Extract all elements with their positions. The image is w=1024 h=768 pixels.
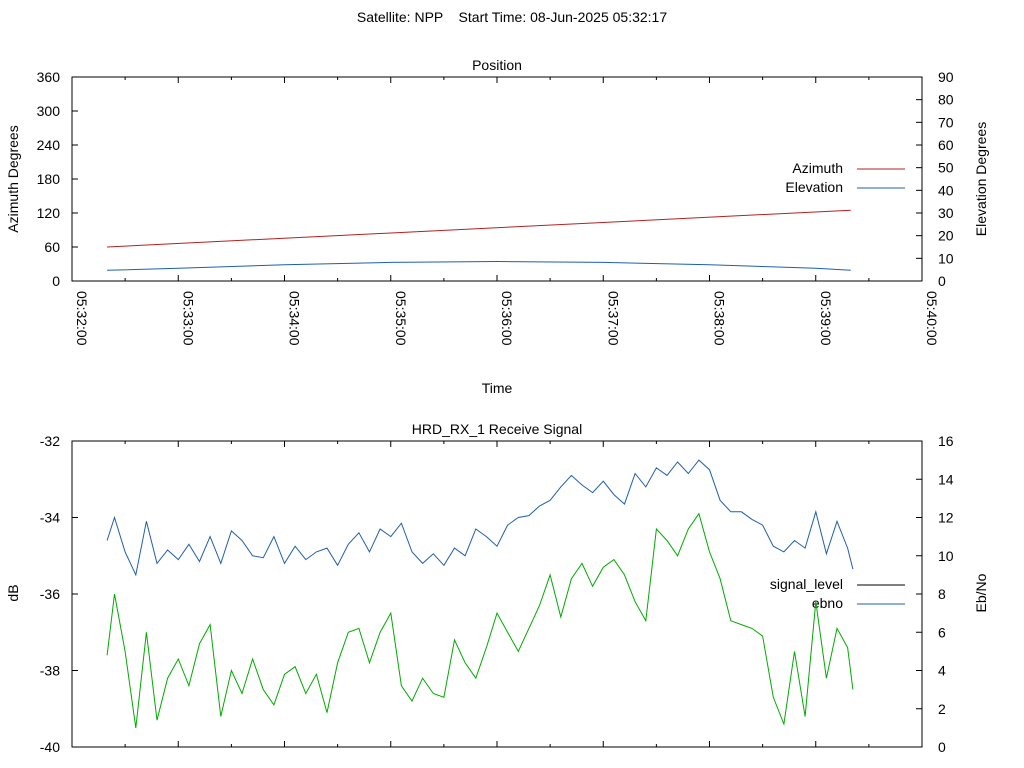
position-y2tick-label: 50 xyxy=(938,160,954,176)
position-y2tick-label: 40 xyxy=(938,182,954,198)
signal-y2tick-label: 10 xyxy=(938,548,954,564)
position-chart: Position Azimuth Degrees Elevation Degre… xyxy=(5,57,989,396)
position-xtick-label: 05:35:00 xyxy=(393,291,409,346)
position-y2label: Elevation Degrees xyxy=(973,122,989,236)
legend-azimuth-label: Azimuth xyxy=(792,160,843,176)
signal-ylabel: dB xyxy=(5,584,21,601)
position-ylabel: Azimuth Degrees xyxy=(5,125,21,232)
signal-y2tick-label: 6 xyxy=(938,624,946,640)
legend-elevation-label: Elevation xyxy=(785,179,843,195)
position-y2tick-label: 20 xyxy=(938,228,954,244)
position-elevation-line xyxy=(107,260,851,271)
signal-plot-frame xyxy=(71,440,923,748)
signal-ytick-label: -40 xyxy=(40,739,60,755)
position-y2tick-label: 70 xyxy=(938,114,954,130)
signal-ytick-label: -36 xyxy=(40,586,60,602)
position-ytick-label: 180 xyxy=(37,171,61,187)
signal-y2tick-label: 14 xyxy=(938,471,954,487)
signal-y2tick-label: 0 xyxy=(938,739,946,755)
position-ytick-label: 60 xyxy=(44,239,60,255)
position-ytick-label: 120 xyxy=(37,205,61,221)
signal-y2tick-label: 16 xyxy=(938,433,954,449)
position-y2tick-label: 80 xyxy=(938,92,954,108)
signal-y2tick-label: 4 xyxy=(938,663,946,679)
signal-y2tick-label: 12 xyxy=(938,510,954,526)
signal-series-2-line xyxy=(106,512,854,728)
signal-y2tick-label: 2 xyxy=(938,701,946,717)
position-xtick-label: 05:32:00 xyxy=(74,291,90,346)
position-xtick-label: 05:39:00 xyxy=(818,291,834,346)
position-ytick-label: 300 xyxy=(37,103,61,119)
position-ytick-label: 240 xyxy=(37,137,61,153)
position-y2tick-label: 10 xyxy=(938,250,954,266)
position-y2tick-label: 30 xyxy=(938,205,954,221)
position-ytick-label: 360 xyxy=(37,69,61,85)
position-xtick-label: 05:38:00 xyxy=(712,291,728,346)
signal-y2tick-label: 8 xyxy=(938,586,946,602)
figure-header: Satellite: NPP Start Time: 08-Jun-2025 0… xyxy=(357,9,667,25)
position-ytick-label: 0 xyxy=(52,273,60,289)
position-y2tick-label: 0 xyxy=(938,273,946,289)
position-y2tick-label: 90 xyxy=(938,69,954,85)
position-xtick-label: 05:40:00 xyxy=(924,291,940,346)
position-xtick-label: 05:36:00 xyxy=(499,291,515,346)
signal-y2label: Eb/No xyxy=(973,573,989,612)
signal-title: HRD_RX_1 Receive Signal xyxy=(412,421,582,437)
position-y2tick-label: 60 xyxy=(938,137,954,153)
position-azimuth-line xyxy=(107,209,851,248)
signal-ytick-label: -38 xyxy=(40,663,60,679)
legend-ebno-label: ebno xyxy=(812,595,843,611)
position-xtick-label: 05:33:00 xyxy=(180,291,196,346)
receive-signal-chart: HRD_RX_1 Receive Signal dB Eb/No signal_… xyxy=(5,421,989,755)
position-xtick-label: 05:34:00 xyxy=(287,291,303,346)
signal-ytick-label: -34 xyxy=(40,510,60,526)
signal-ytick-label: -32 xyxy=(40,433,60,449)
legend-signal-level-label: signal_level xyxy=(770,576,843,592)
signal-ebno-line xyxy=(106,459,854,577)
position-title: Position xyxy=(472,57,522,73)
position-xlabel: Time xyxy=(482,380,513,396)
position-xtick-label: 05:37:00 xyxy=(605,291,621,346)
